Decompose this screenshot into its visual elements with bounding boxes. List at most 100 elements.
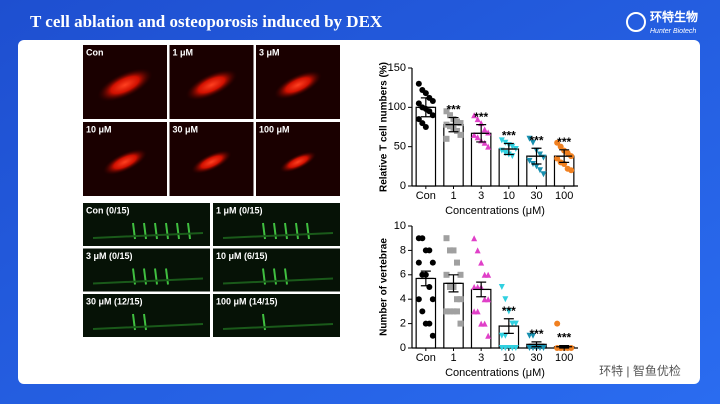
data-point <box>443 308 450 315</box>
x-tick-label: Con <box>416 190 436 202</box>
data-point <box>419 308 426 315</box>
data-point <box>415 80 422 87</box>
significance: *** <box>529 133 543 147</box>
body-outline <box>222 277 334 285</box>
data-point <box>498 137 505 144</box>
logo: 环特生物 <box>650 9 698 24</box>
data-point <box>454 259 460 266</box>
data-point <box>485 332 492 339</box>
y-tick-label: 10 <box>394 220 406 232</box>
x-tick-label: 10 <box>503 190 515 202</box>
data-point <box>474 134 481 141</box>
data-point <box>443 271 450 278</box>
data-point <box>429 332 436 339</box>
y-tick-label: 150 <box>388 62 406 74</box>
x-tick-label: 3 <box>478 190 484 202</box>
x-tick-label: 10 <box>503 352 515 364</box>
watermark: 环特 | 智鱼优检 <box>599 363 681 378</box>
data-point <box>429 259 436 266</box>
data-point <box>498 284 505 290</box>
data-point <box>415 100 422 107</box>
image-label: Con (0/15) <box>86 205 130 215</box>
data-point <box>454 296 460 303</box>
y-tick-label: 2 <box>400 318 406 330</box>
vertebra <box>165 222 169 240</box>
data-point <box>540 171 547 178</box>
error-bar <box>528 147 545 165</box>
x-axis-label: Concentrations (μM) <box>445 367 545 379</box>
data-point <box>447 284 453 290</box>
data-point <box>530 332 536 339</box>
images: Con 1 μM 3 μM 10 μM 30 μM 100 μM Con (0/15) 1 μ… <box>83 45 340 337</box>
data-point <box>485 271 492 278</box>
data-point <box>554 320 561 327</box>
data-point <box>471 112 478 119</box>
vertebra <box>295 222 299 240</box>
data-point <box>447 308 453 315</box>
data-point <box>443 135 450 142</box>
y-axis-label: Number of vertebrae <box>379 238 390 336</box>
data-point <box>485 143 492 150</box>
data-point <box>478 259 485 266</box>
significance: *** <box>557 135 571 149</box>
y-tick-label: 50 <box>394 141 406 153</box>
vertebra <box>165 268 169 285</box>
error-bar <box>445 274 462 293</box>
data-point <box>481 320 488 327</box>
data-point <box>505 308 512 315</box>
data-point <box>447 247 453 254</box>
y-tick-label: 100 <box>388 101 406 113</box>
data-point <box>415 259 422 266</box>
data-point <box>502 332 509 339</box>
data-point <box>554 139 561 146</box>
image-label: 10 μM <box>86 124 112 134</box>
data-point <box>450 308 457 315</box>
data-point <box>474 247 481 254</box>
error-bar <box>500 318 517 334</box>
significance: *** <box>474 110 488 124</box>
data-point <box>419 120 426 127</box>
data-point <box>426 108 433 115</box>
data-point <box>530 139 536 146</box>
data-point <box>454 127 460 134</box>
data-point <box>443 235 450 242</box>
image-label: Con <box>86 47 104 57</box>
data-point <box>557 143 564 150</box>
y-axis-label: Relative T cell numbers (%) <box>379 62 390 192</box>
significance: *** <box>446 103 460 117</box>
data-point <box>443 108 450 115</box>
error-bar <box>473 281 490 298</box>
data-point <box>471 131 478 138</box>
data-point <box>422 90 429 97</box>
error-bar <box>417 97 434 118</box>
data-point <box>429 296 436 303</box>
image-label: 10 μM (6/15) <box>216 251 268 261</box>
data-point <box>457 120 464 127</box>
data-point <box>415 116 422 123</box>
data-point <box>502 149 509 156</box>
body-outline <box>92 277 204 285</box>
x-tick-label: 3 <box>478 352 484 364</box>
image-label: 100 μM <box>259 124 290 134</box>
vertebra <box>176 222 180 240</box>
vertebra <box>306 222 310 240</box>
data-point <box>537 167 543 174</box>
data-point <box>474 308 481 315</box>
y-tick-label: 8 <box>400 244 406 256</box>
data-point <box>457 131 464 138</box>
vertebra <box>154 268 158 285</box>
error-bar <box>556 149 573 163</box>
error-bar <box>445 116 462 133</box>
significance: *** <box>557 331 571 345</box>
data-point <box>474 116 481 123</box>
significance: *** <box>502 304 516 318</box>
y-tick-label: 0 <box>400 180 406 192</box>
body-outline <box>222 323 334 330</box>
image-label: 3 μM <box>259 47 280 57</box>
data-point <box>426 284 433 290</box>
body-outline <box>92 323 204 330</box>
data-point <box>502 296 509 303</box>
data-point <box>533 163 540 170</box>
data-point <box>537 151 543 158</box>
